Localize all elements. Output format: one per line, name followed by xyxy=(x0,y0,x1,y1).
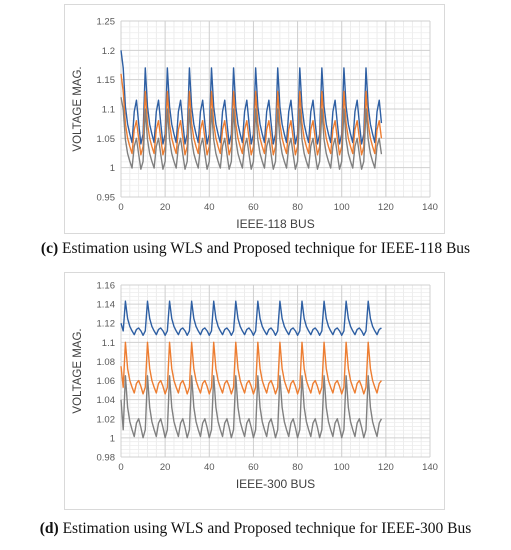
d-x-tick-label: 120 xyxy=(378,462,394,473)
c-y-axis-title: VOLTAGE MAG. xyxy=(72,66,84,151)
c-x-tick-label: 0 xyxy=(118,202,123,213)
d-x-tick-label: 140 xyxy=(422,462,438,473)
c-x-tick-label: 20 xyxy=(160,202,171,213)
c-series-line-2 xyxy=(120,73,383,156)
c-series-line-1 xyxy=(120,50,383,145)
d-y-tick-label: 1.04 xyxy=(97,395,116,406)
d-y-tick-label: 1.16 xyxy=(97,281,116,292)
c-y-tick-label: 1.15 xyxy=(97,75,116,86)
c-x-tick-label: 100 xyxy=(334,202,350,213)
chart-ieee-118-plot: 0.95 1 1.05 1.1 1.15 1.2 1.25 0 20 40 60 80 100 120 14… xyxy=(72,17,438,232)
d-x-tick-label: 100 xyxy=(334,462,350,473)
d-series-line-2 xyxy=(120,341,382,395)
d-x-tick-label: 20 xyxy=(160,462,171,473)
d-y-tick-label: 1.1 xyxy=(102,338,115,349)
d-x-tick-label: 40 xyxy=(204,462,215,473)
d-series-line-3 xyxy=(120,375,383,439)
d-y-tick-label: 1.14 xyxy=(97,300,116,311)
chart-ieee-300-plot: 0.98 1 1.02 1.04 1.06 1.08 1.1 1.12 1.14 1.16 0 20 4… xyxy=(72,281,438,492)
caption-ieee-300-label: (d) xyxy=(39,520,59,537)
c-y-tick-label: 1.05 xyxy=(97,134,116,145)
c-y-tick-label: 0.95 xyxy=(97,193,116,204)
d-y-tick-label: 1.12 xyxy=(97,319,116,330)
d-y-tick-label: 0.98 xyxy=(97,453,116,464)
d-y-tick-label: 1.06 xyxy=(97,376,116,387)
c-x-tick-label: 40 xyxy=(204,202,215,213)
c-x-tick-label: 60 xyxy=(248,202,259,213)
d-y-tick-label: 1 xyxy=(110,433,115,444)
d-x-axis-title: IEEE-300 BUS xyxy=(236,477,315,491)
chart-ieee-118: 0.95 1 1.05 1.1 1.15 1.2 1.25 0 20 40 60 80 100 120 14… xyxy=(64,4,445,234)
c-x-tick-label: 80 xyxy=(292,202,303,213)
c-y-tick-label: 1.25 xyxy=(97,17,116,28)
caption-ieee-118-text: Estimation using WLS and Proposed techni… xyxy=(58,240,471,257)
c-y-tick-label: 1 xyxy=(110,163,115,174)
d-series-line-1 xyxy=(120,300,382,336)
caption-ieee-300-text: Estimation using WLS and Proposed techni… xyxy=(58,520,472,537)
c-x-axis-title: IEEE-118 BUS xyxy=(236,217,314,231)
d-x-tick-label: 0 xyxy=(118,462,123,473)
d-y-tick-label: 1.02 xyxy=(97,414,116,425)
c-y-tick-label: 1.2 xyxy=(102,46,115,57)
d-x-tick-label: 80 xyxy=(292,462,303,473)
d-y-tick-label: 1.08 xyxy=(97,357,116,368)
c-x-tick-label: 120 xyxy=(378,202,394,213)
c-x-tick-label: 140 xyxy=(422,202,438,213)
d-x-tick-label: 60 xyxy=(248,462,259,473)
c-y-tick-label: 1.1 xyxy=(102,105,115,116)
d-y-axis-title: VOLTAGE MAG. xyxy=(72,328,84,413)
caption-ieee-300: (d) Estimation using WLS and Proposed te… xyxy=(0,520,511,538)
caption-ieee-118-label: (c) xyxy=(40,240,59,257)
c-series-line-3 xyxy=(120,97,383,170)
caption-ieee-118: (c) Estimation using WLS and Proposed te… xyxy=(0,240,511,258)
chart-ieee-300: 0.98 1 1.02 1.04 1.06 1.08 1.1 1.12 1.14 1.16 0 20 4… xyxy=(64,272,445,510)
